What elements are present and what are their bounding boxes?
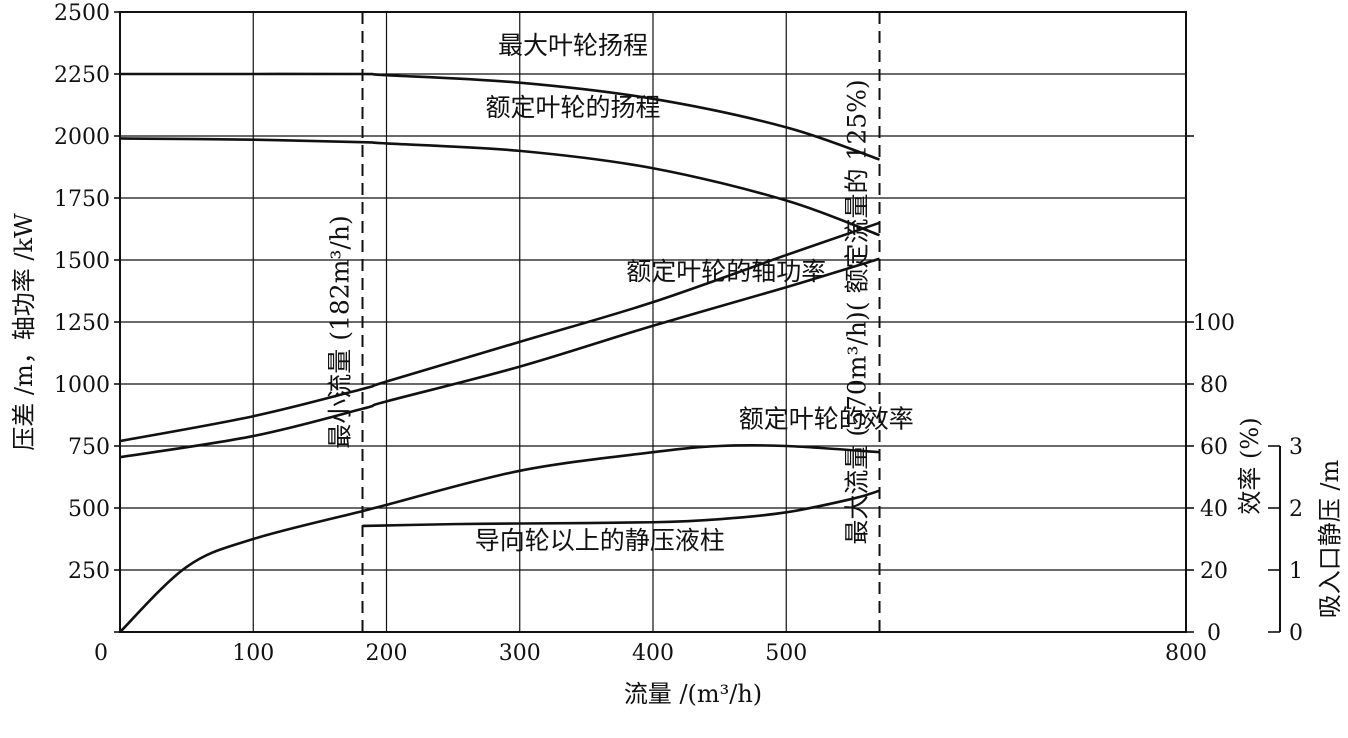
x-tick-label: 500 — [765, 641, 807, 666]
left-y-tick-label: 2000 — [54, 125, 110, 150]
origin-tick-label: 0 — [94, 641, 108, 666]
left-y-tick-label: 250 — [68, 559, 110, 584]
reference-line-label: 最大流量 (570m³/h)( 额定流量的 125%) — [843, 79, 872, 544]
grid-layer — [120, 12, 1186, 632]
curve-annotation: 额定叶轮的效率 — [739, 404, 914, 433]
efficiency-tick-label: 0 — [1207, 621, 1221, 646]
reference-line-label: 最小流量 (182m³/h) — [326, 215, 355, 448]
series-line-2 — [119, 221, 880, 443]
curves-layer — [119, 72, 880, 633]
efficiency-tick-label: 20 — [1200, 559, 1228, 584]
curve-annotation: 最大叶轮扬程 — [498, 31, 648, 60]
left-y-tick-label: 1250 — [54, 311, 110, 336]
curve-annotation: 额定叶轮的轴功率 — [626, 257, 826, 286]
x-tick-label: 400 — [632, 641, 674, 666]
series-line-0 — [120, 72, 880, 161]
x-tick-label: 800 — [1165, 641, 1207, 666]
suction-tick-label: 1 — [1289, 559, 1303, 584]
left-y-tick-label: 2250 — [54, 63, 110, 88]
series-line-4 — [119, 443, 880, 633]
suction-tick-label: 3 — [1289, 435, 1303, 460]
x-axis-title: 流量 /(m³/h) — [624, 680, 762, 708]
suction-tick-label: 2 — [1289, 497, 1303, 522]
suction-axis-title: 吸入口静压 /m — [1316, 460, 1344, 619]
series-line-5 — [362, 489, 880, 528]
left-y-tick-label: 750 — [68, 435, 110, 460]
efficiency-tick-label: 80 — [1200, 373, 1228, 398]
left-y-axis-title: 压差 /m，轴功率 /kW — [10, 213, 38, 451]
curve-annotation: 导向轮以上的静压液柱 — [475, 526, 725, 555]
series-line-3 — [119, 257, 880, 459]
efficiency-tick-label: 60 — [1200, 435, 1228, 460]
suction-tick-label: 0 — [1289, 621, 1303, 646]
x-tick-label: 100 — [232, 641, 274, 666]
x-tick-label: 200 — [366, 641, 408, 666]
series-line-1 — [119, 137, 880, 237]
curve-annotation: 额定叶轮的扬程 — [486, 93, 661, 122]
left-y-tick-label: 1000 — [54, 373, 110, 398]
left-y-tick-label: 1750 — [54, 187, 110, 212]
axes-layer — [114, 11, 1281, 633]
left-y-tick-label: 2500 — [54, 1, 110, 26]
efficiency-tick-label: 100 — [1193, 311, 1235, 336]
left-y-tick-label: 500 — [68, 497, 110, 522]
x-tick-label: 300 — [499, 641, 541, 666]
reference-lines-layer — [361, 12, 881, 632]
efficiency-axis-title: 效率 (%) — [1236, 417, 1264, 514]
left-y-tick-label: 1500 — [54, 249, 110, 274]
efficiency-tick-label: 40 — [1200, 497, 1228, 522]
